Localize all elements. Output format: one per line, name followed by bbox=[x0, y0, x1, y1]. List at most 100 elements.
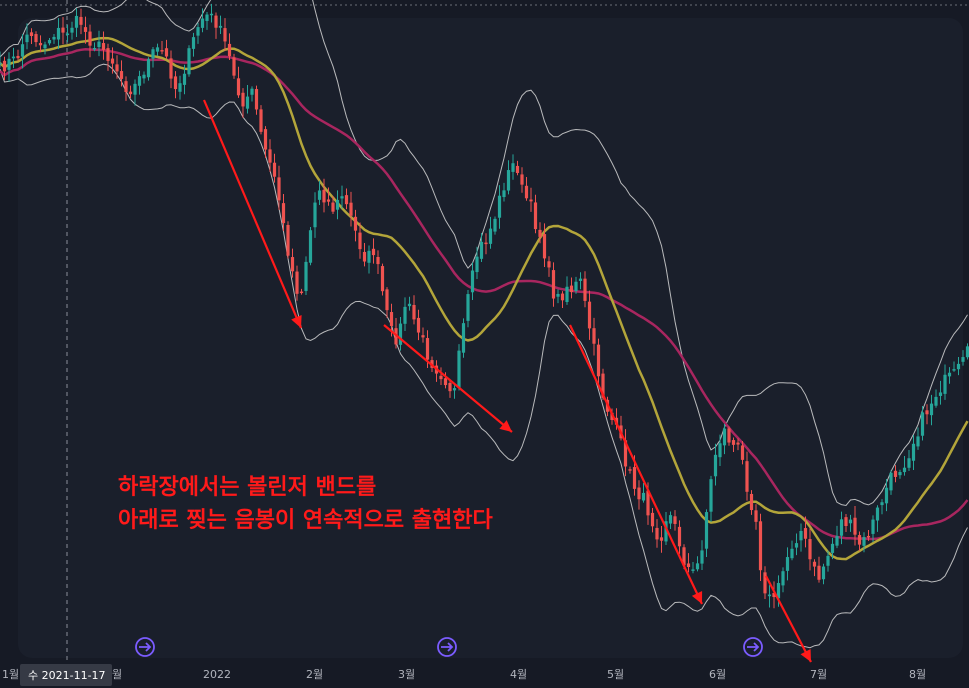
candle-body bbox=[196, 27, 200, 36]
candle-body bbox=[808, 539, 812, 560]
candle-body bbox=[862, 537, 866, 546]
candle bbox=[286, 221, 290, 259]
candle-body bbox=[520, 174, 524, 185]
event-marker-1[interactable] bbox=[135, 637, 155, 657]
candle bbox=[817, 556, 821, 583]
event-glyph bbox=[139, 642, 152, 652]
candle bbox=[524, 176, 529, 201]
candles bbox=[0, 3, 969, 609]
candle-body bbox=[268, 149, 272, 163]
candle-body bbox=[214, 15, 218, 28]
bollinger-bands bbox=[0, 0, 969, 649]
candle bbox=[0, 51, 2, 68]
candle-body bbox=[142, 74, 146, 79]
candle-body bbox=[961, 357, 965, 362]
candle bbox=[295, 265, 299, 301]
candle bbox=[178, 75, 182, 100]
candle bbox=[169, 50, 173, 89]
candle-body bbox=[407, 303, 412, 307]
candle-body bbox=[839, 519, 844, 536]
candle-body bbox=[893, 470, 898, 477]
candle bbox=[803, 516, 808, 548]
candle-body bbox=[646, 490, 650, 516]
event-marker-3[interactable] bbox=[743, 637, 763, 657]
candle bbox=[772, 581, 776, 609]
dividend-event-icon[interactable] bbox=[743, 637, 763, 657]
candle-body bbox=[83, 27, 88, 32]
inner-plot-panel bbox=[18, 18, 963, 658]
candle-body bbox=[380, 266, 385, 292]
candle bbox=[268, 139, 272, 172]
candle-body bbox=[466, 294, 470, 321]
candle-body bbox=[596, 344, 601, 377]
candle-body bbox=[844, 517, 848, 527]
candle bbox=[767, 585, 772, 608]
candle-body bbox=[934, 396, 938, 406]
candle-body bbox=[164, 48, 169, 57]
candle-body bbox=[677, 526, 682, 547]
candle bbox=[475, 246, 479, 279]
candle bbox=[790, 540, 794, 561]
candle bbox=[101, 31, 106, 60]
candle-body bbox=[398, 323, 403, 345]
candle-body bbox=[43, 44, 47, 49]
candle-body bbox=[601, 373, 605, 398]
candle bbox=[583, 271, 587, 308]
candle-body bbox=[857, 535, 862, 545]
x-tick: 8월 bbox=[909, 668, 926, 681]
candle-body bbox=[173, 76, 178, 90]
candle-body bbox=[425, 338, 430, 360]
candle bbox=[538, 222, 542, 244]
candle bbox=[439, 367, 443, 386]
candle-body bbox=[304, 261, 308, 292]
candle bbox=[889, 470, 893, 495]
candle-body bbox=[790, 548, 794, 559]
candle bbox=[529, 187, 533, 212]
candle bbox=[412, 295, 416, 325]
candle bbox=[673, 510, 677, 531]
candle-body bbox=[475, 256, 479, 273]
candle-body bbox=[245, 96, 250, 109]
candle-body bbox=[47, 40, 52, 44]
crosshair-date-badge: 수 2021-11-17 bbox=[20, 664, 112, 686]
candle bbox=[587, 290, 592, 340]
candle-body bbox=[227, 43, 232, 57]
dividend-event-icon[interactable] bbox=[135, 637, 155, 657]
candle bbox=[727, 426, 731, 446]
candle-body bbox=[592, 328, 596, 344]
candle-body bbox=[376, 256, 380, 265]
upper-bollinger-band bbox=[0, 0, 968, 507]
candle bbox=[821, 563, 826, 585]
candle-body bbox=[542, 234, 547, 259]
dividend-event-icon[interactable] bbox=[437, 637, 457, 657]
candle bbox=[668, 511, 673, 529]
candle-body bbox=[34, 34, 38, 43]
candle-body bbox=[727, 428, 731, 443]
candle bbox=[331, 196, 335, 214]
candle bbox=[623, 429, 628, 477]
candle bbox=[488, 216, 493, 249]
candle bbox=[952, 361, 956, 372]
event-marker-2[interactable] bbox=[437, 637, 457, 657]
candle bbox=[781, 567, 785, 593]
candle-body bbox=[902, 467, 907, 473]
candle bbox=[146, 57, 151, 81]
candle-body bbox=[731, 440, 736, 445]
candle-body bbox=[718, 443, 722, 458]
candle-body bbox=[290, 257, 295, 272]
candle-body bbox=[610, 412, 614, 420]
candle bbox=[128, 85, 133, 99]
candle-body bbox=[335, 199, 340, 210]
annotation-line-1: 하락장에서는 볼린저 밴드를 bbox=[118, 475, 376, 500]
candle bbox=[740, 441, 745, 465]
candle bbox=[340, 185, 344, 209]
candle bbox=[677, 520, 682, 554]
candle bbox=[965, 343, 969, 360]
candle-body bbox=[866, 535, 871, 538]
candle-body bbox=[322, 189, 326, 203]
candle-body bbox=[155, 47, 160, 52]
arrow-head bbox=[800, 649, 811, 662]
candle bbox=[574, 276, 578, 294]
candle bbox=[637, 480, 641, 510]
